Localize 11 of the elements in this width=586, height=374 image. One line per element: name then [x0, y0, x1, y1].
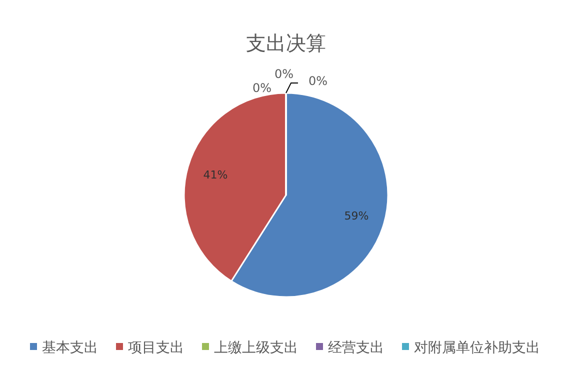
legend-label: 对附属单位补助支出 — [414, 340, 540, 356]
text: 0% — [308, 74, 328, 88]
legend-label: 项目支出 — [128, 340, 184, 356]
chart-title: 支出决算 — [246, 31, 326, 55]
text: 0% — [274, 67, 294, 81]
text: 0% — [252, 81, 272, 95]
legend-label: 经营支出 — [328, 340, 384, 356]
data-label: 41% — [203, 168, 228, 182]
legend-label: 基本支出 — [42, 340, 98, 356]
legend-label: 上缴上级支出 — [214, 340, 298, 356]
data-label: 59% — [344, 209, 369, 222]
